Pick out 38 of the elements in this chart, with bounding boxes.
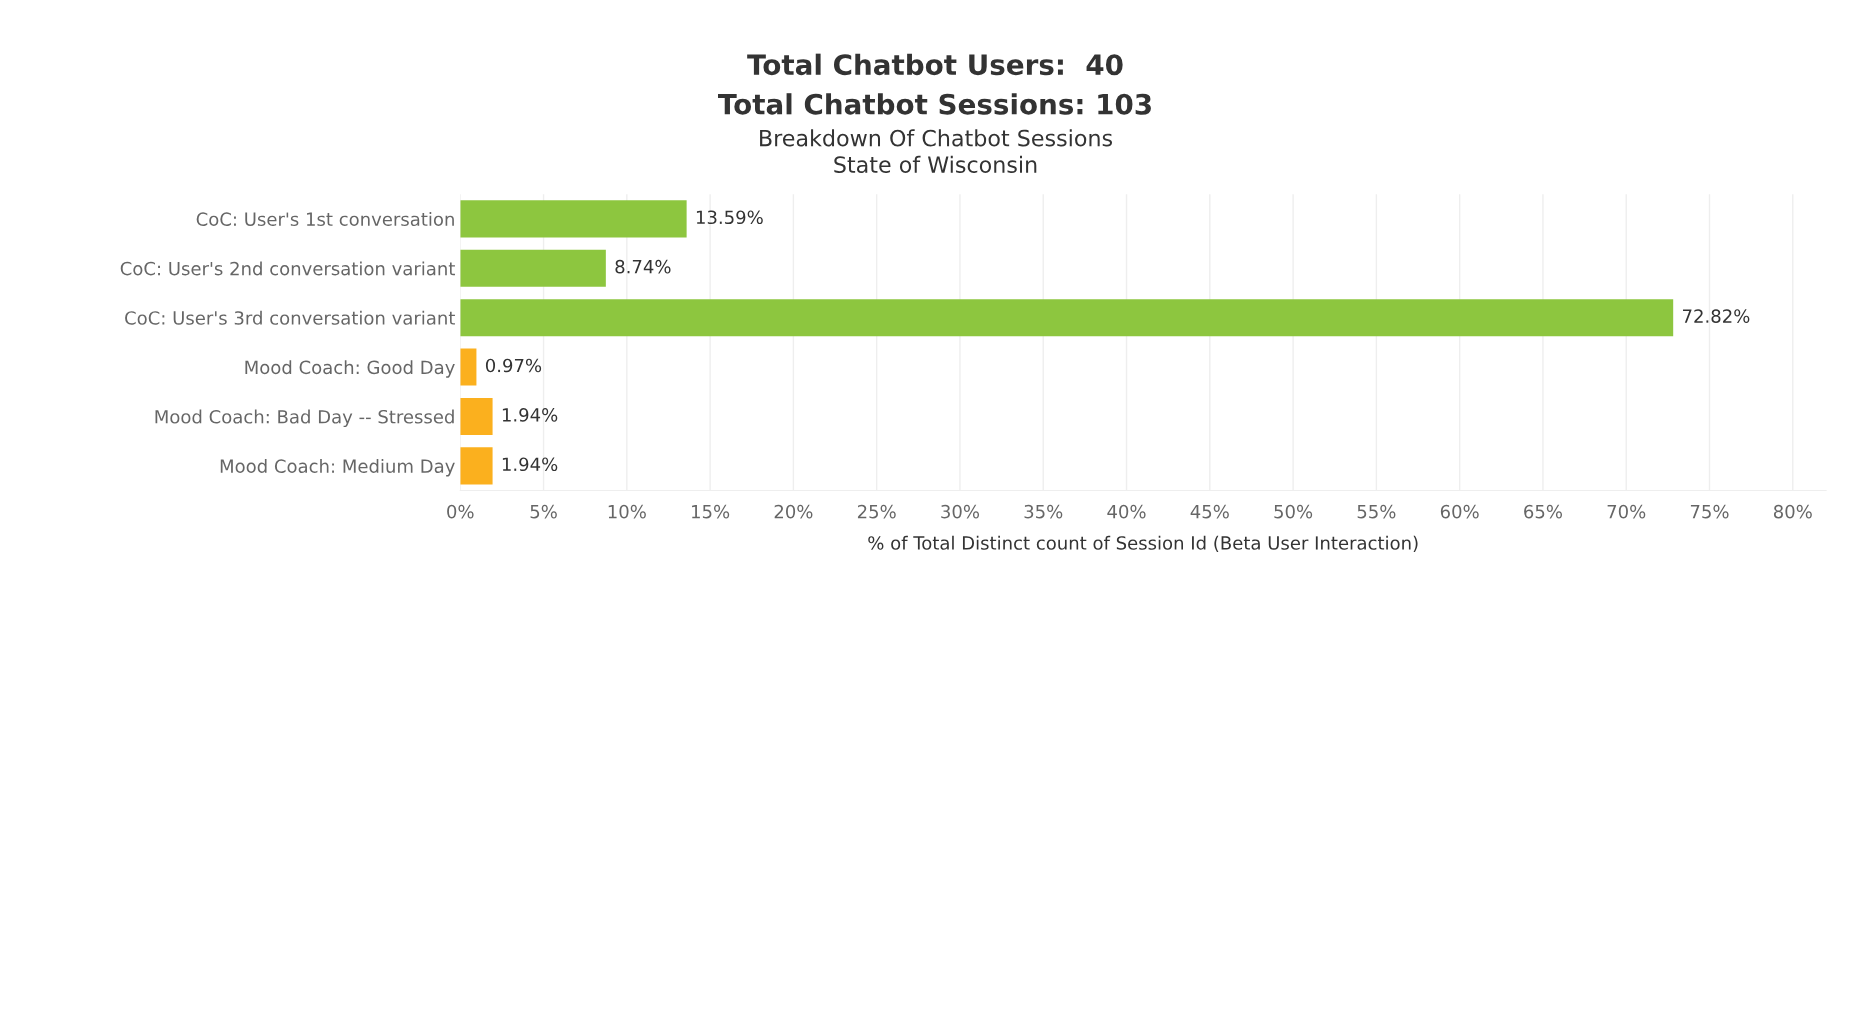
data-label: 1.94% xyxy=(502,408,558,422)
y-tick-label: CoC: User's 1st conversation xyxy=(196,212,454,226)
data-label: 13.59% xyxy=(696,210,763,225)
data-label: 1.94% xyxy=(502,457,558,472)
y-tick-label: CoC: User's 2nd conversation variant xyxy=(120,261,455,276)
x-tick-label: 70% xyxy=(1607,504,1646,519)
x-tick-label: 15% xyxy=(692,504,730,519)
data-label: 0.97% xyxy=(485,358,542,373)
y-tick-label: Mood Coach: Good Day xyxy=(245,360,455,378)
data-label: 72.82% xyxy=(1683,309,1750,323)
x-tick-label: 25% xyxy=(857,504,896,519)
x-tick-label: 55% xyxy=(1357,504,1396,519)
x-tick-label: 80% xyxy=(1773,504,1812,519)
x-tick-label: 65% xyxy=(1524,504,1563,519)
x-tick-label: 60% xyxy=(1440,504,1479,519)
x-tick-label: 10% xyxy=(608,504,646,519)
chart-title: Total Chatbot Users: 40 Total Chatbot Sessions: 103 xyxy=(718,53,1151,115)
x-tick-label: 45% xyxy=(1190,504,1229,519)
x-tick-label: 75% xyxy=(1690,504,1729,519)
chart-subtitle: Breakdown Of Chatbot Sessions State of Wisconsin xyxy=(760,129,1113,174)
x-tick-label: 5% xyxy=(530,504,557,519)
bar xyxy=(460,397,493,435)
x-tick-label: 35% xyxy=(1024,504,1063,519)
x-tick-label: 30% xyxy=(941,504,980,519)
bar xyxy=(460,249,606,287)
bar xyxy=(460,447,493,485)
bar xyxy=(460,348,477,386)
x-tick-label: 50% xyxy=(1274,504,1313,519)
y-tick-label: Mood Coach: Medium Day xyxy=(220,459,455,477)
x-tick-label: 0% xyxy=(447,504,474,519)
y-tick-label: CoC: User's 3rd conversation variant xyxy=(125,310,455,325)
bar xyxy=(460,299,1674,337)
x-axis-title: % of Total Distinct count of Session Id (Beta User Interaction) xyxy=(868,535,1418,552)
x-tick-label: 40% xyxy=(1107,504,1146,519)
y-tick-label: Mood Coach: Bad Day -- Stressed xyxy=(155,409,454,428)
x-tick-label: 20% xyxy=(774,504,813,519)
bar xyxy=(460,200,687,238)
data-label: 8.74% xyxy=(615,259,671,274)
